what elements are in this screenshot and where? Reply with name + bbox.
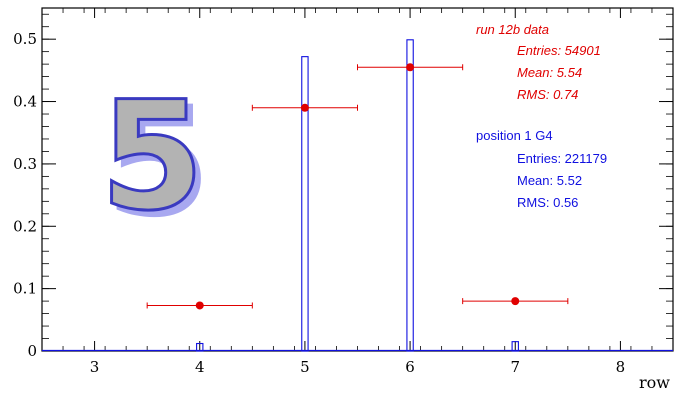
data-point — [406, 63, 415, 72]
stats-data-title: run 12b data — [476, 22, 549, 37]
y-tick-label: 0.4 — [13, 93, 37, 111]
y-tick-label: 0.1 — [13, 280, 37, 298]
big-digit-label: 5 5 — [99, 69, 212, 252]
y-tick-label: 0.5 — [13, 30, 37, 48]
x-tick-label: 6 — [405, 358, 415, 376]
y-tick-label: 0 — [27, 342, 37, 360]
stats-box-data: run 12b data Entries: 54901 Mean: 5.54 R… — [476, 22, 601, 102]
histogram — [42, 39, 673, 352]
axis-ticks: 3 4 5 6 7 8 0 0.1 0.2 0.3 0.4 0.5 — [13, 8, 674, 376]
data-point — [195, 301, 204, 310]
x-tick-label: 3 — [90, 358, 100, 376]
histogram-bar — [301, 56, 309, 352]
stats-data-mean: Mean: 5.54 — [517, 65, 582, 80]
stats-sim-title: position 1 G4 — [476, 128, 553, 143]
stats-box-sim: position 1 G4 Entries: 221179 Mean: 5.52… — [476, 128, 607, 210]
data-points — [146, 63, 569, 310]
histogram-bar — [511, 341, 519, 352]
big-digit-shadow: 5 — [106, 76, 210, 250]
x-tick-label: 4 — [195, 358, 205, 376]
stats-sim-mean: Mean: 5.52 — [517, 173, 582, 188]
x-tick-label: 7 — [510, 358, 520, 376]
histogram-bar — [196, 342, 204, 352]
x-tick-label: 8 — [616, 358, 626, 376]
y-tick-label: 0.3 — [13, 155, 37, 173]
stats-sim-rms: RMS: 0.56 — [517, 195, 578, 210]
stats-data-entries: Entries: 54901 — [517, 43, 601, 58]
data-point — [300, 103, 309, 112]
y-tick-label: 0.2 — [13, 217, 37, 235]
histogram-bar — [406, 39, 414, 352]
x-tick-label: 5 — [300, 358, 310, 376]
data-point — [511, 297, 520, 306]
big-digit-text: 5 — [100, 70, 204, 244]
x-axis-title: row — [639, 373, 670, 392]
stats-data-rms: RMS: 0.74 — [517, 87, 578, 102]
stats-sim-entries: Entries: 221179 — [517, 151, 607, 166]
